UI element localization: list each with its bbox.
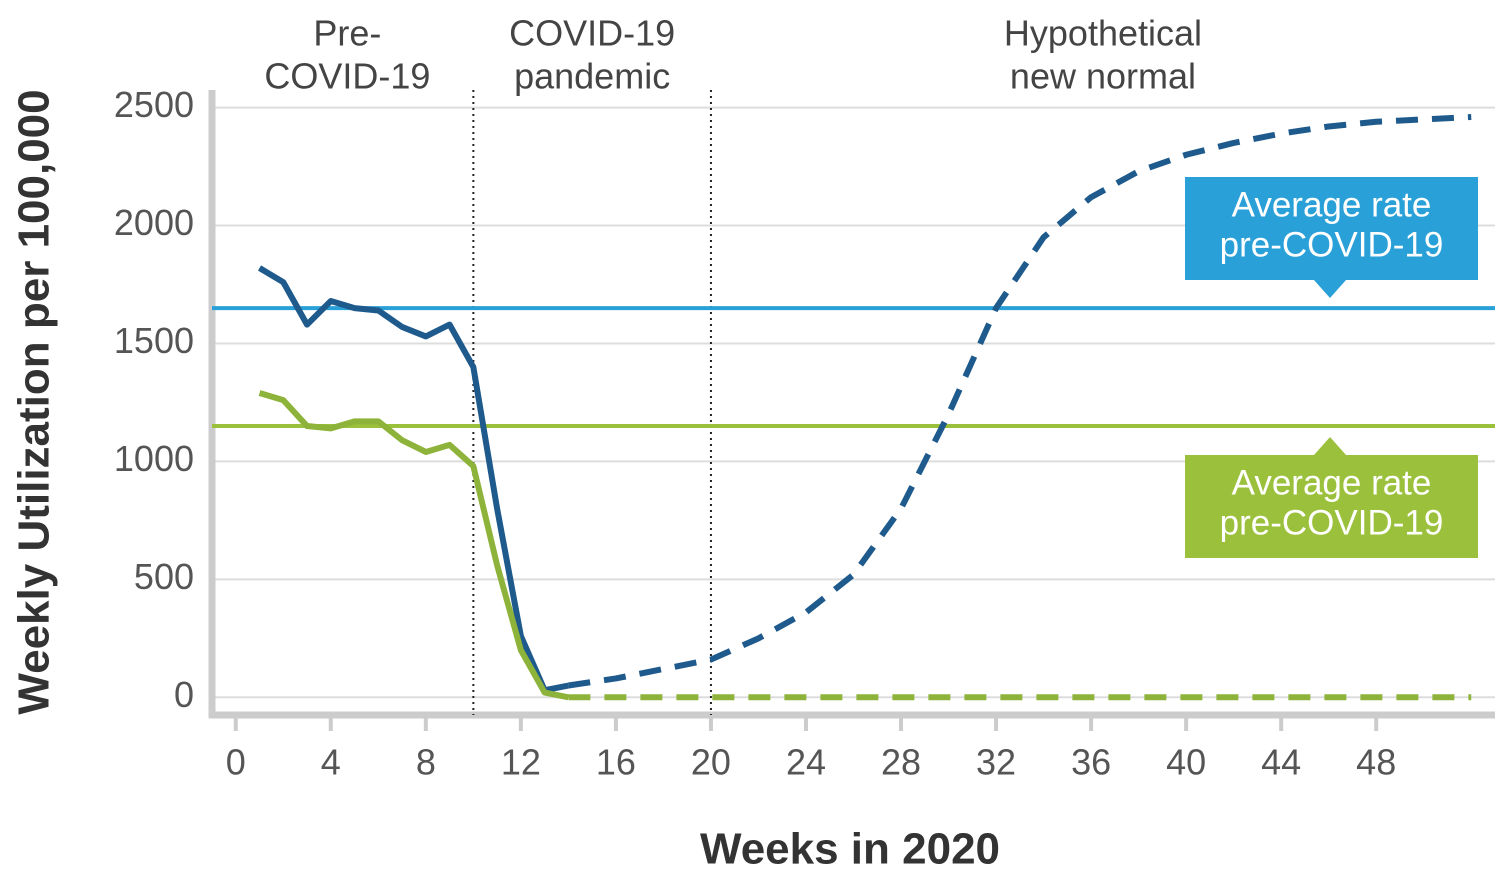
x-tick-label: 20 (691, 742, 731, 783)
series-line (258, 390, 569, 701)
y-tick-label: 0 (174, 674, 194, 715)
x-tick-label: 4 (321, 742, 341, 783)
callout-label: Average rate (1232, 185, 1432, 224)
phase-label: Hypothetical (1004, 13, 1202, 54)
x-tick-label: 12 (501, 742, 541, 783)
series-line (567, 114, 1472, 689)
phase-label: COVID-19 (264, 56, 430, 97)
y-tick-label: 2000 (114, 202, 194, 243)
phase-label: pandemic (514, 56, 670, 97)
x-tick-label: 16 (596, 742, 636, 783)
callout-label: pre-COVID-19 (1220, 225, 1444, 264)
x-tick-label: 48 (1356, 742, 1396, 783)
x-tick-label: 28 (881, 742, 921, 783)
y-axis-title: Weekly Utilization per 100,000 (10, 89, 59, 714)
x-tick-label: 32 (976, 742, 1016, 783)
phase-label: COVID-19 (509, 13, 675, 54)
x-tick-label: 36 (1071, 742, 1111, 783)
phase-label: new normal (1010, 56, 1196, 97)
callout-box (1185, 177, 1478, 280)
y-tick-label: 1000 (114, 438, 194, 479)
callout-pointer (1314, 437, 1346, 455)
callout-label: Average rate (1232, 463, 1432, 502)
x-tick-label: 40 (1166, 742, 1206, 783)
callout-pointer (1314, 280, 1346, 298)
phase-label: Pre- (313, 13, 381, 54)
y-tick-label: 500 (134, 556, 194, 597)
y-tick-label: 1500 (114, 320, 194, 361)
callout-label: pre-COVID-19 (1220, 503, 1444, 542)
callout-box (1185, 455, 1478, 558)
x-tick-label: 24 (786, 742, 826, 783)
x-axis-title: Weeks in 2020 (700, 825, 1000, 874)
x-tick-label: 0 (226, 742, 246, 783)
x-tick-label: 44 (1261, 742, 1301, 783)
y-tick-label: 2500 (114, 84, 194, 125)
x-tick-label: 8 (416, 742, 436, 783)
series-line (257, 265, 569, 694)
